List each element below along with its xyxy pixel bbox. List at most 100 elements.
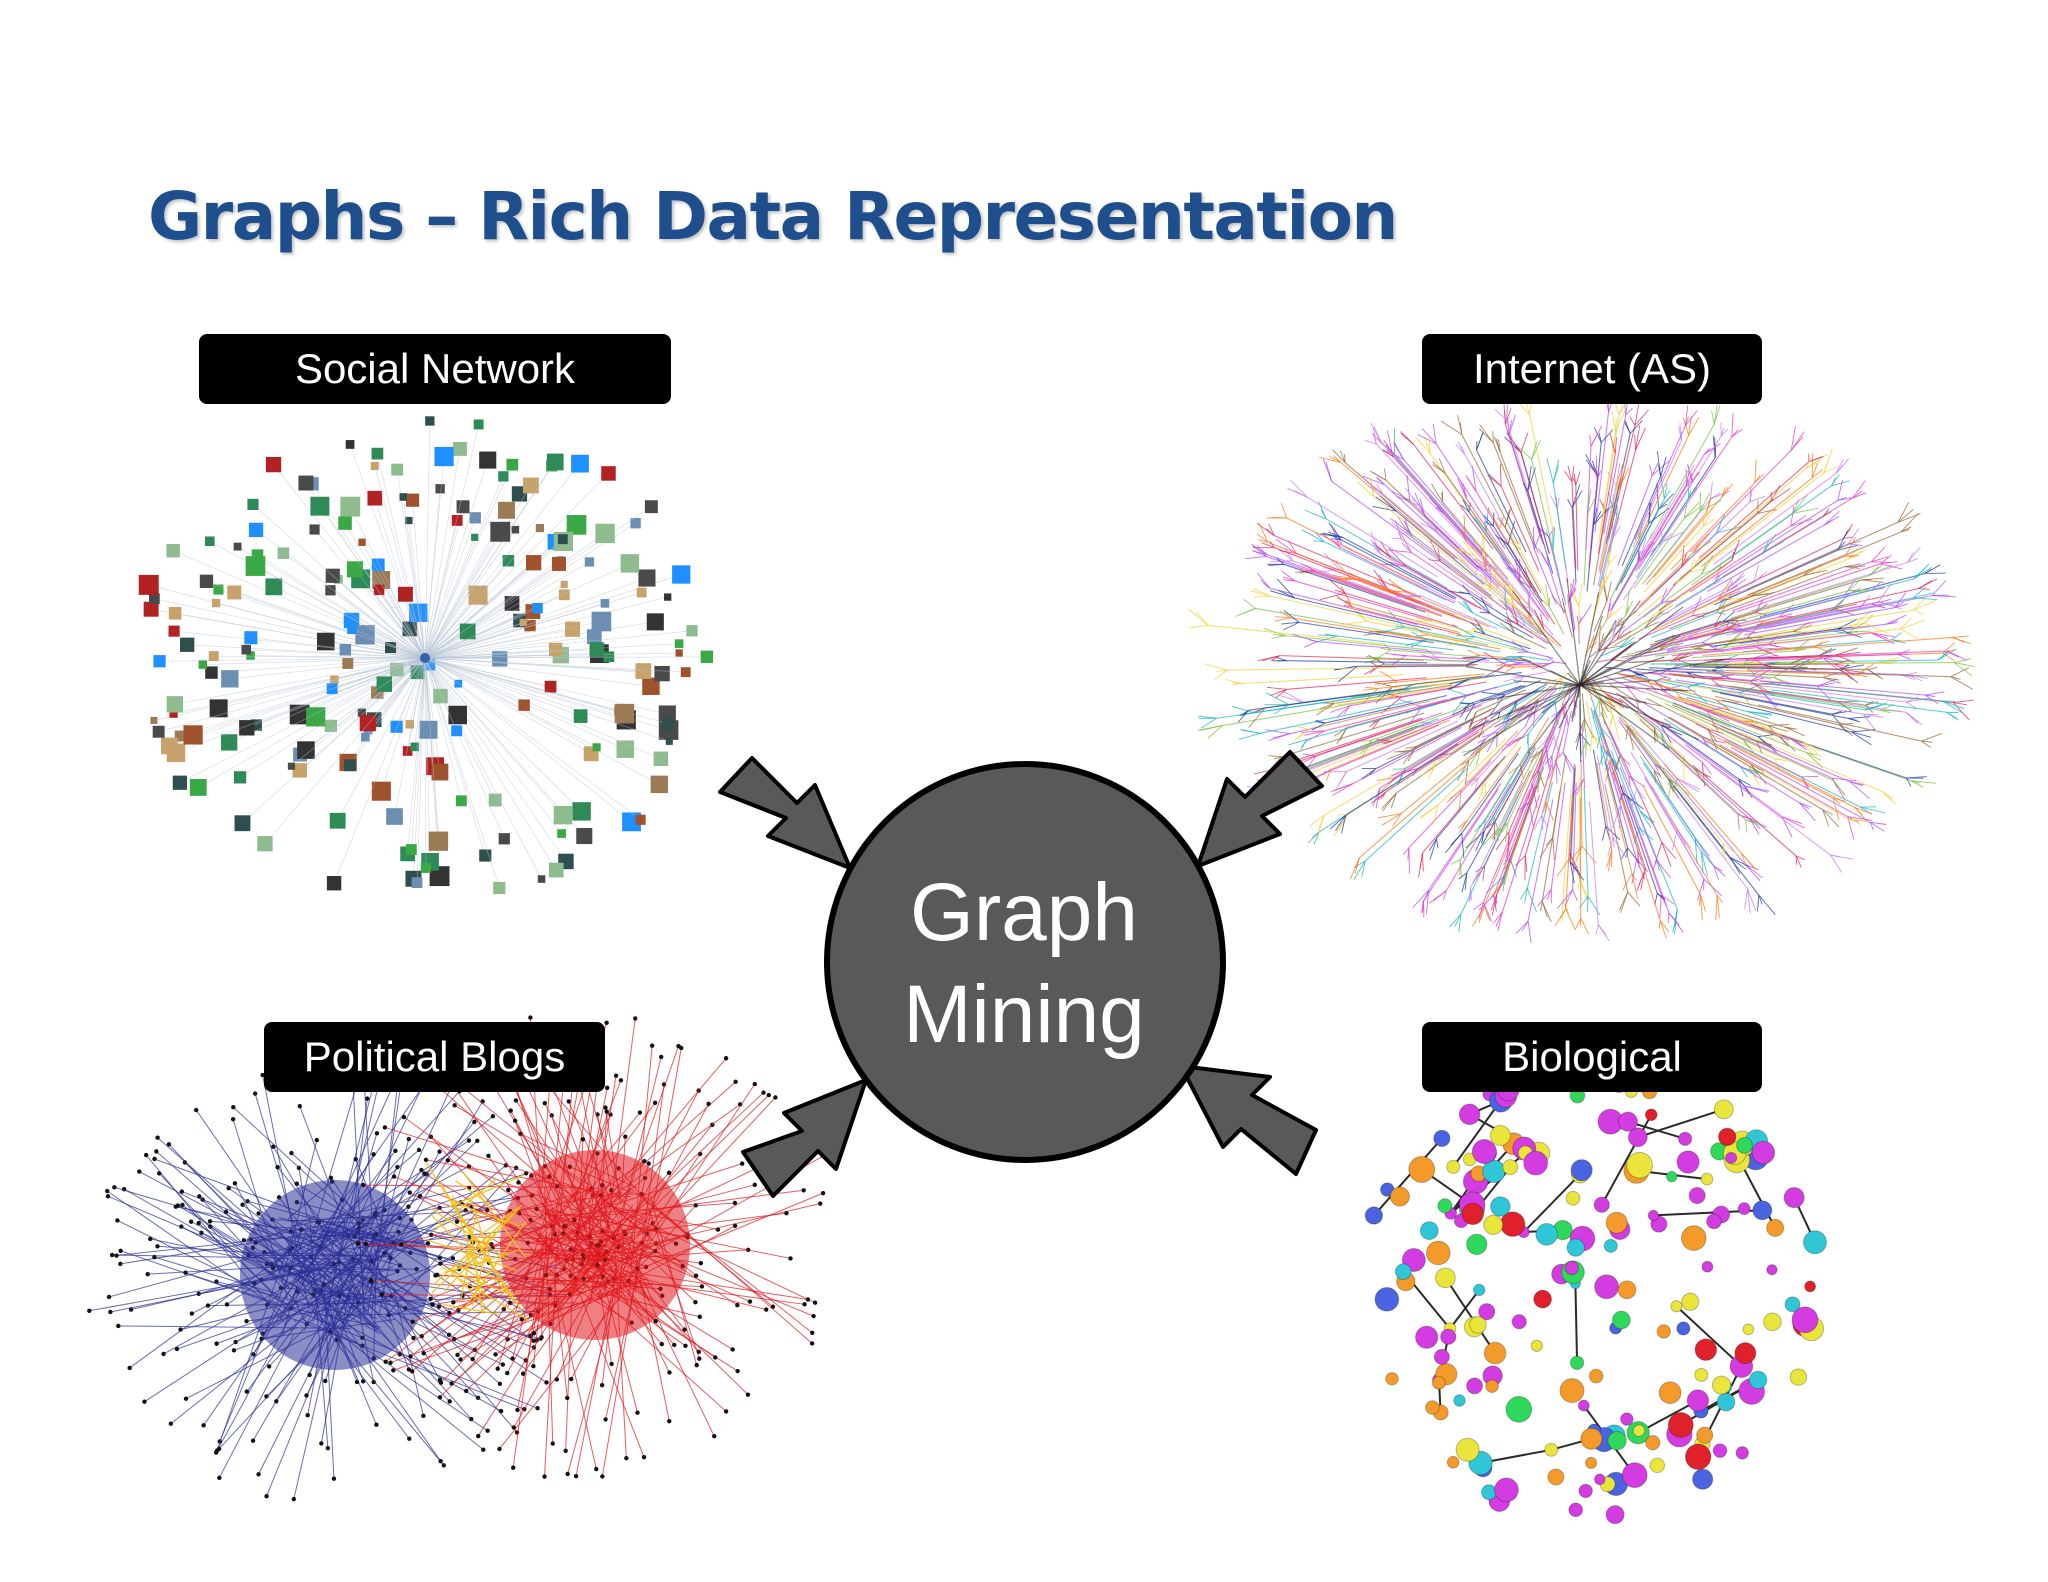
bio-node (1725, 1151, 1738, 1164)
blog-node (646, 1161, 651, 1166)
social-node (179, 637, 195, 652)
social-node (518, 699, 530, 711)
blog-node (137, 1169, 142, 1174)
blog-node (682, 1327, 687, 1332)
social-node (251, 549, 264, 561)
blog-node (481, 1447, 486, 1452)
social-node (324, 719, 337, 732)
social-node (204, 536, 215, 547)
blog-node (641, 1455, 647, 1460)
blog-node (274, 1399, 279, 1404)
social-node (373, 584, 385, 596)
bio-node (1645, 1435, 1661, 1451)
blog-node (196, 1220, 201, 1226)
blog-node (604, 1109, 609, 1114)
social-node (385, 641, 397, 654)
blog-node (217, 1475, 222, 1481)
social-node (153, 655, 166, 668)
social-node (306, 707, 326, 727)
blog-node (805, 1297, 811, 1302)
social-node (636, 587, 647, 598)
bio-node (1547, 1468, 1565, 1486)
blog-node (148, 1236, 153, 1242)
social-node (433, 688, 448, 704)
blog-node (183, 1396, 189, 1401)
arrow-from-biological (1179, 1064, 1318, 1176)
bio-node (1791, 1306, 1819, 1334)
social-node (548, 642, 563, 657)
social-node (431, 763, 449, 781)
social-node (265, 456, 282, 473)
blog-node (542, 1474, 547, 1479)
bio-node (1706, 1213, 1722, 1230)
social-node (571, 454, 589, 473)
bio-node (1544, 1442, 1559, 1457)
bio-node (1478, 1303, 1496, 1321)
blog-node (594, 1466, 599, 1472)
social-node (257, 836, 273, 852)
blog-node (554, 1377, 559, 1382)
blog-node (485, 1428, 490, 1433)
blog-node (773, 1095, 778, 1100)
social-node (506, 458, 519, 471)
blog-node (260, 1072, 265, 1078)
bio-node (1692, 1468, 1714, 1490)
blog-node (264, 1494, 269, 1499)
bio-node (1617, 1280, 1637, 1300)
social-node (664, 593, 672, 601)
blog-node (231, 1348, 237, 1353)
social-node (265, 578, 283, 596)
bio-node (1570, 1159, 1593, 1182)
blog-node (307, 1372, 312, 1378)
blog-node (374, 1422, 379, 1427)
social-node (166, 544, 180, 558)
social-node (199, 574, 214, 588)
blog-node (421, 1413, 426, 1419)
bio-node (1374, 1286, 1400, 1312)
bio-node (1566, 1238, 1585, 1257)
blog-node (438, 1458, 443, 1464)
blog-node (811, 1313, 816, 1319)
social-node (595, 523, 615, 544)
bio-node (1593, 1473, 1606, 1486)
bio-node (1789, 1368, 1808, 1386)
social-node (371, 781, 391, 801)
social-node (329, 812, 346, 829)
blog-node (739, 1161, 745, 1166)
social-node (680, 667, 691, 678)
social-node (209, 699, 228, 718)
social-node (386, 808, 403, 825)
social-node (700, 650, 714, 664)
biological-graph (1364, 1059, 1827, 1525)
blog-node (416, 1147, 422, 1153)
blog-node (179, 1189, 185, 1194)
social-node (221, 670, 239, 688)
bio-node (1676, 1321, 1691, 1336)
bio-node (1453, 1394, 1466, 1407)
social-node (371, 447, 384, 460)
blog-node (801, 1188, 806, 1193)
bio-node (1684, 1443, 1712, 1470)
blog-node (155, 1244, 160, 1249)
blog-node (486, 1153, 491, 1159)
label-biological: Biological (1422, 1022, 1762, 1092)
social-node (654, 665, 670, 682)
bio-node (1676, 1150, 1700, 1174)
internet-as-graph (1188, 390, 1975, 943)
blog-node (737, 1102, 743, 1107)
bio-node (1455, 1437, 1480, 1462)
blog-node (189, 1311, 195, 1316)
blog-node (580, 1137, 586, 1142)
social-node (650, 775, 669, 794)
bio-node (1649, 1457, 1666, 1474)
bio-node (1696, 1426, 1714, 1444)
blog-node (812, 1300, 818, 1305)
blog-node (463, 1388, 469, 1394)
social-node (405, 516, 413, 525)
blog-node (810, 1330, 815, 1336)
bio-node (1742, 1323, 1755, 1336)
blog-node (732, 1200, 738, 1206)
social-node (635, 814, 646, 825)
blog-node (635, 1410, 640, 1415)
blog-node (784, 1211, 789, 1216)
